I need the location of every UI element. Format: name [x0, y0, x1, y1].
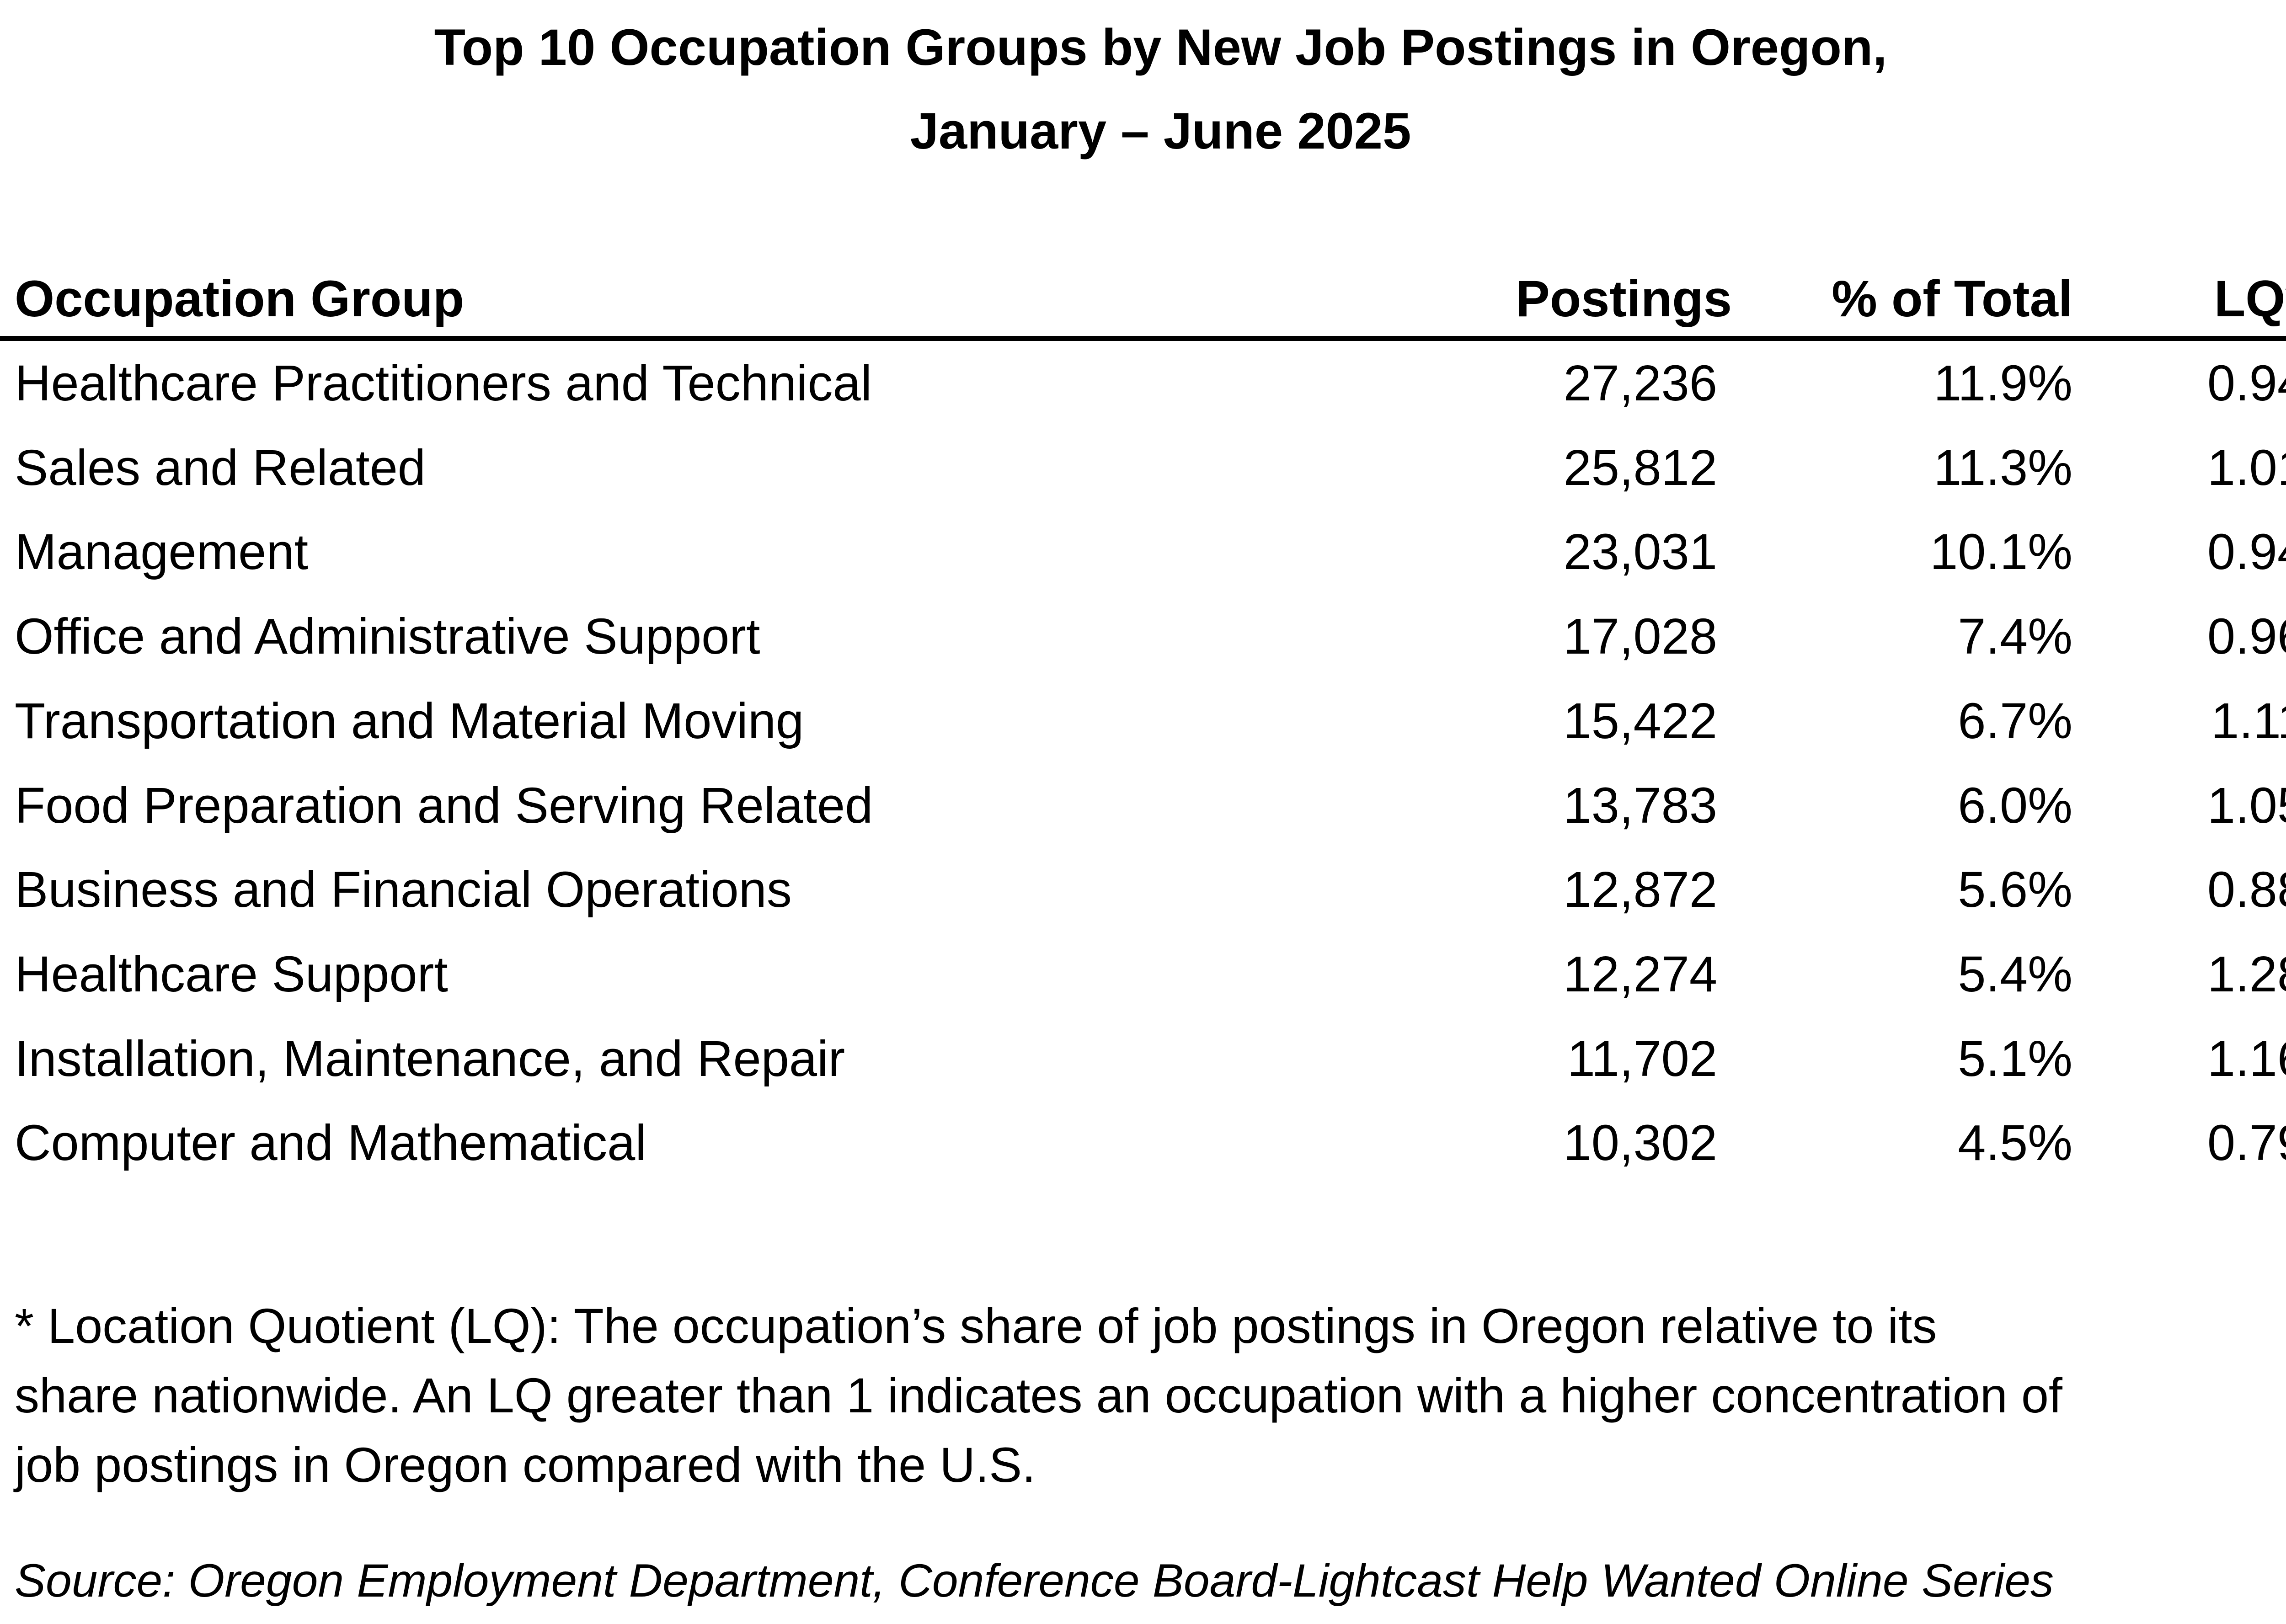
value-cell: 1.11 — [2211, 692, 2286, 749]
column-header: LQ* — [2214, 270, 2286, 327]
value-cell: 11,702 — [1567, 1030, 1717, 1087]
value-cell: 6.0% — [1958, 777, 2072, 834]
value-cell: 23,031 — [1563, 524, 1717, 580]
header-rule — [0, 336, 2286, 341]
column-header: % of Total — [1832, 270, 2072, 327]
value-cell: 1.05 — [2207, 777, 2286, 834]
value-cell: 1.01 — [2207, 439, 2286, 496]
occupation-cell: Management — [15, 524, 309, 580]
value-cell: 12,872 — [1563, 862, 1717, 918]
title: January – June 2025 — [910, 102, 1411, 160]
value-cell: 0.94 — [2207, 524, 2286, 580]
occupation-cell: Transportation and Material Moving — [15, 692, 804, 749]
value-cell: 0.79 — [2207, 1115, 2286, 1171]
value-cell: 10.1% — [1930, 524, 2072, 580]
value-cell: 17,028 — [1563, 608, 1717, 665]
value-cell: 5.1% — [1958, 1030, 2072, 1087]
occupation-cell: Food Preparation and Serving Related — [15, 777, 873, 834]
value-cell: 15,422 — [1563, 692, 1717, 749]
source-note: Source: Oregon Employment Department, Co… — [15, 1555, 2054, 1607]
value-cell: 5.6% — [1958, 862, 2072, 918]
value-cell: 0.94 — [2207, 355, 2286, 411]
value-cell: 0.96 — [2207, 608, 2286, 665]
value-cell: 0.88 — [2207, 862, 2286, 918]
value-cell: 11.9% — [1933, 355, 2072, 411]
value-cell: 10,302 — [1563, 1115, 1717, 1171]
occupation-cell: Business and Financial Operations — [15, 862, 792, 918]
occupation-cell: Healthcare Practitioners and Technical — [15, 355, 872, 411]
occupation-cell: Computer and Mathematical — [15, 1115, 646, 1171]
occupation-cell: Sales and Related — [15, 439, 426, 496]
footnote-line: * Location Quotient (LQ): The occupation… — [15, 1298, 1937, 1353]
occupation-cell: Healthcare Support — [15, 946, 448, 1002]
value-cell: 1.28 — [2207, 946, 2286, 1002]
occupation-cell: Office and Administrative Support — [15, 608, 760, 665]
occupation-cell: Installation, Maintenance, and Repair — [15, 1030, 845, 1087]
value-cell: 13,783 — [1563, 777, 1717, 834]
value-cell: 1.16 — [2207, 1030, 2286, 1087]
value-cell: 5.4% — [1958, 946, 2072, 1002]
footnote-line: job postings in Oregon compared with the… — [15, 1437, 1036, 1492]
value-cell: 11.3% — [1933, 439, 2072, 496]
value-cell: 27,236 — [1563, 355, 1717, 411]
title: Top 10 Occupation Groups by New Job Post… — [434, 19, 1887, 76]
column-header: Postings — [1516, 270, 1732, 327]
value-cell: 25,812 — [1563, 439, 1717, 496]
value-cell: 7.4% — [1958, 608, 2072, 665]
column-header: Occupation Group — [15, 270, 465, 327]
value-cell: 4.5% — [1958, 1115, 2072, 1171]
value-cell: 6.7% — [1958, 692, 2072, 749]
value-cell: 12,274 — [1563, 946, 1717, 1002]
footnote-line: share nationwide. An LQ greater than 1 i… — [15, 1368, 2062, 1423]
